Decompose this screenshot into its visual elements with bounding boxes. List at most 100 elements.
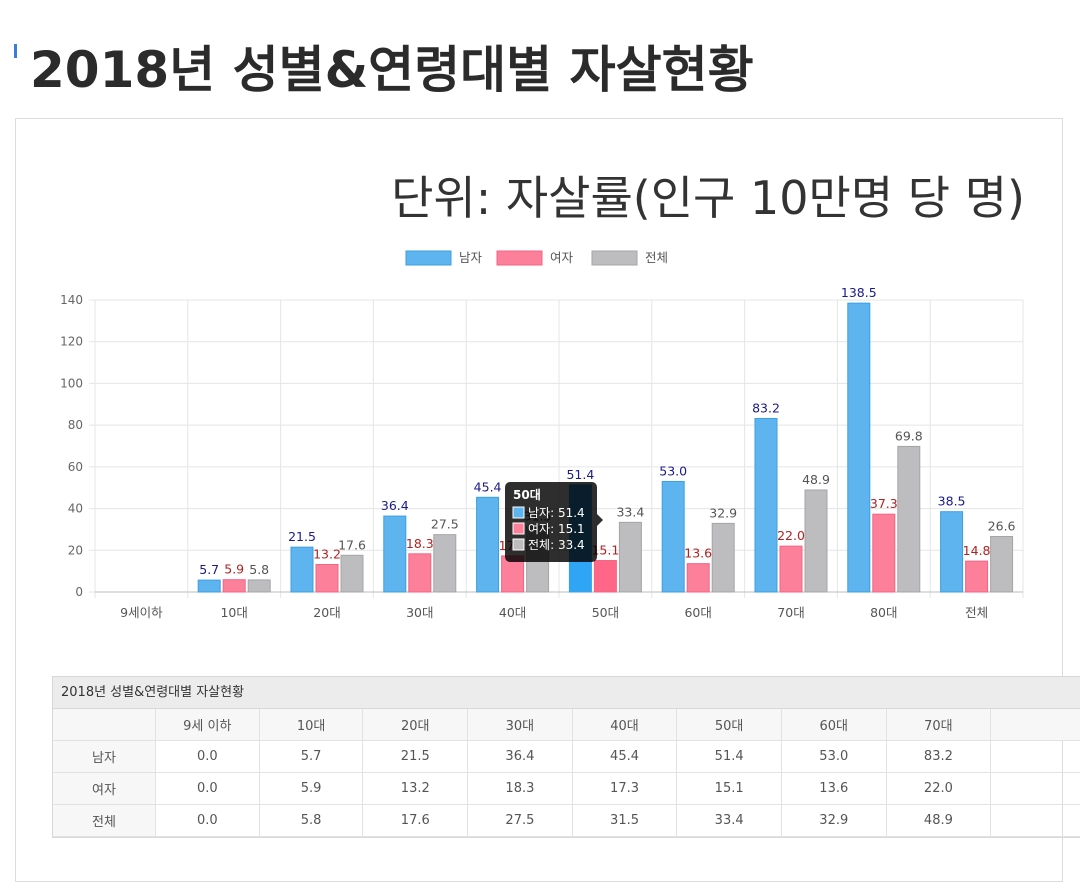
table-row-label: 전체: [53, 804, 156, 837]
bar-value-label: 27.5: [431, 517, 459, 532]
table-header-cell: 20대: [362, 709, 469, 741]
bar-male: [940, 511, 964, 593]
bar-male: [754, 417, 778, 593]
bar-male: [197, 579, 221, 593]
x-tick-label: 10대: [220, 605, 247, 620]
table-cell: 15.1: [676, 772, 782, 805]
y-tick-label: 60: [68, 460, 83, 474]
table-cell: 17.6: [362, 804, 469, 837]
tooltip-line: 여자: 15.1: [528, 522, 585, 536]
tooltip-line: 전체: 33.4: [528, 538, 585, 552]
table-header-cell: 30대: [467, 709, 573, 741]
table-cell: [990, 804, 1080, 837]
table-cell: 21.5: [362, 740, 469, 773]
bar-male: [290, 546, 314, 593]
unit-caption: 단위: 자살률(인구 10만명 당 명): [391, 171, 1025, 225]
bar-male: [661, 480, 685, 593]
bar-total: [711, 522, 735, 593]
legend-male-swatch: [405, 250, 452, 266]
bar-value-label: 83.2: [752, 400, 780, 415]
bar-total: [618, 521, 642, 593]
table-cell: 51.4: [676, 740, 782, 773]
tooltip-title: 50대: [513, 488, 541, 502]
table-row: 전체 0.0 5.8 17.6 27.5 31.5 33.4 32.9 48.9: [53, 804, 1080, 837]
table-header-cell: 40대: [572, 709, 678, 741]
x-tick-label: 9세이하: [120, 605, 163, 620]
bar-male: [476, 496, 500, 593]
bar-female: [408, 553, 432, 593]
table-header-cell: 60대: [781, 709, 887, 741]
bar-value-label: 26.6: [988, 519, 1016, 534]
bar-value-label: 36.4: [381, 498, 409, 513]
bar-value-label: 53.0: [659, 463, 687, 478]
table-cell: 33.4: [676, 804, 782, 837]
table-cell: 53.0: [781, 740, 887, 773]
table-row-label: 여자: [53, 772, 156, 805]
bar-value-label: 38.5: [938, 494, 966, 509]
y-tick-label: 100: [60, 376, 83, 390]
table-cell: 31.5: [572, 804, 678, 837]
table-cell: [990, 740, 1080, 773]
x-tick-label: 80대: [870, 605, 897, 620]
bar-total: [897, 445, 921, 593]
bar-value-label: 21.5: [288, 529, 316, 544]
bar-value-label: 5.9: [224, 562, 244, 577]
tooltip-swatch: [512, 522, 525, 535]
y-tick-label: 20: [68, 543, 83, 557]
legend-total-swatch: [591, 250, 638, 266]
bar-total: [340, 554, 364, 593]
bar-female: [686, 563, 710, 593]
bar-female: [315, 563, 339, 593]
table-cell: 13.6: [781, 772, 887, 805]
bar-value-label: 13.2: [313, 546, 341, 561]
bar-chart[interactable]: 0 20 40 60 80 100 120 140 9세이하 5.7 5.9 5.8 10대 21.5 13…: [0, 0, 1080, 660]
bar-value-label: 13.6: [684, 546, 712, 561]
y-tick-label: 140: [60, 293, 83, 307]
tooltip-box: [505, 482, 597, 562]
tooltip-caret: [597, 514, 603, 526]
y-tick-label: 0: [75, 585, 83, 599]
x-tick-label: 40대: [499, 605, 526, 620]
bar-value-label: 45.4: [474, 479, 502, 494]
bar-female: [872, 513, 896, 593]
bar-value-label: 18.3: [406, 536, 434, 551]
table-row-label: 남자: [53, 740, 156, 773]
x-tick-label: 70대: [777, 605, 804, 620]
x-tick-label: 20대: [313, 605, 340, 620]
bar-total: [804, 489, 828, 593]
table-cell: 18.3: [467, 772, 573, 805]
table-cell: 36.4: [467, 740, 573, 773]
table-cell: 5.9: [259, 772, 364, 805]
bar-male: [847, 302, 871, 593]
tooltip-line: 남자: 51.4: [528, 506, 585, 520]
bar-female: [779, 545, 803, 593]
table-cell: [990, 772, 1080, 805]
table-cell: 32.9: [781, 804, 887, 837]
table-row: 여자 0.0 5.9 13.2 18.3 17.3 15.1 13.6 22.0: [53, 772, 1080, 805]
title-accent-mark: [14, 44, 17, 58]
table-header-cell: 10대: [259, 709, 364, 741]
y-tick-label: 40: [68, 502, 83, 516]
table-cell: 83.2: [886, 740, 992, 773]
table-cell: 0.0: [155, 804, 260, 837]
table-header-cell: 50대: [676, 709, 782, 741]
y-tick-label: 120: [60, 335, 83, 349]
table-cell: 17.3: [572, 772, 678, 805]
bar-value-label: 51.4: [566, 467, 594, 482]
legend-female-label: 여자: [550, 250, 574, 265]
bar-value-label: 33.4: [616, 504, 644, 519]
bar-female: [965, 560, 989, 593]
table-cell: 0.0: [155, 740, 260, 773]
bar-female: [593, 560, 617, 593]
bar-male: [383, 515, 407, 593]
data-table-grid: 9세 이하 10대 20대 30대 40대 50대 60대 70대 남자 0.0…: [53, 709, 1080, 837]
bar-value-label: 32.9: [709, 505, 737, 520]
bar-total: [990, 536, 1014, 593]
bar-value-label: 5.7: [199, 562, 219, 577]
x-tick-label: 60대: [684, 605, 711, 620]
table-header-cell: [53, 709, 156, 741]
legend-total-label: 전체: [645, 250, 668, 265]
bar-value-label: 138.5: [841, 285, 877, 300]
bar-value-label: 22.0: [777, 528, 805, 543]
legend-female-swatch: [496, 250, 543, 266]
